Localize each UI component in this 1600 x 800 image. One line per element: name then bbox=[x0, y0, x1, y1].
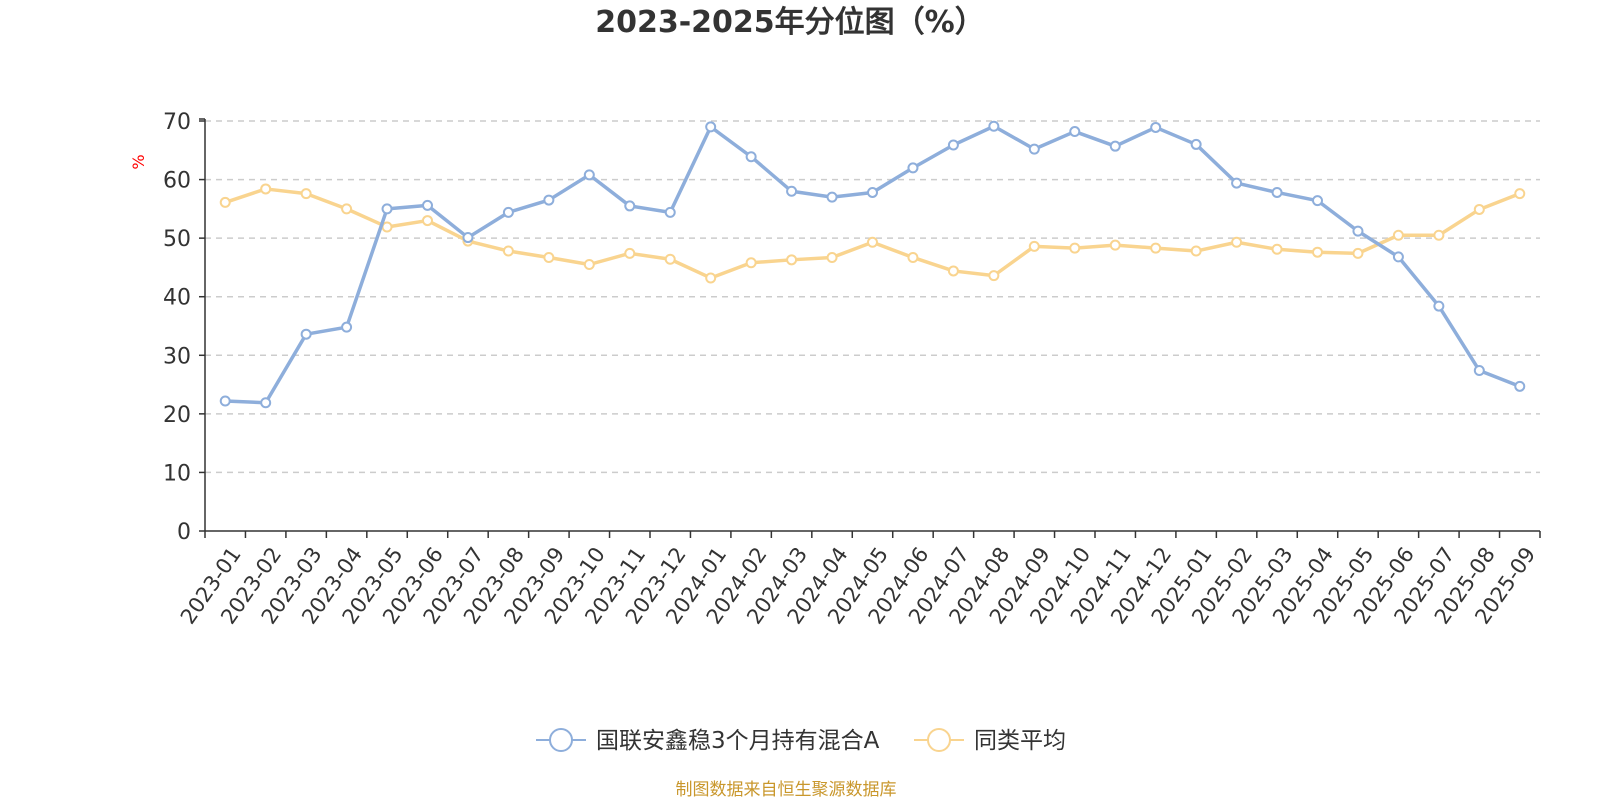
data-point[interactable] bbox=[786, 254, 798, 266]
data-point[interactable] bbox=[543, 194, 555, 206]
data-point[interactable] bbox=[867, 236, 878, 248]
data-point[interactable] bbox=[300, 188, 312, 200]
series-line bbox=[225, 124, 1521, 405]
data-point[interactable] bbox=[867, 186, 878, 198]
data-point[interactable] bbox=[583, 169, 595, 181]
data-point[interactable] bbox=[745, 151, 757, 163]
data-point[interactable] bbox=[1190, 245, 1202, 257]
legend-marker-icon bbox=[927, 728, 951, 752]
data-point[interactable] bbox=[341, 203, 353, 215]
data-point[interactable] bbox=[381, 221, 393, 233]
data-point[interactable] bbox=[1231, 236, 1243, 248]
y-tick-labels: 0 10 20 30 40 50 60 70 bbox=[163, 110, 191, 545]
data-point[interactable] bbox=[219, 395, 231, 407]
data-point[interactable] bbox=[907, 251, 919, 263]
legend-item-0[interactable]: 国联安鑫稳3个月持有混合A bbox=[536, 728, 880, 754]
data-point[interactable] bbox=[1473, 203, 1485, 215]
data-point[interactable] bbox=[1514, 380, 1526, 392]
data-point[interactable] bbox=[1392, 229, 1404, 241]
data-point[interactable] bbox=[219, 196, 231, 208]
data-point[interactable] bbox=[826, 191, 838, 203]
data-point[interactable] bbox=[260, 183, 272, 195]
data-point[interactable] bbox=[1433, 229, 1445, 241]
data-point[interactable] bbox=[624, 200, 636, 212]
data-point[interactable] bbox=[422, 199, 433, 211]
data-point[interactable] bbox=[341, 321, 353, 333]
data-point[interactable] bbox=[1433, 300, 1445, 312]
data-point[interactable] bbox=[1190, 138, 1202, 150]
y-tick-label: 20 bbox=[163, 403, 191, 428]
y-tick-label: 70 bbox=[163, 110, 191, 135]
data-point[interactable] bbox=[907, 162, 919, 174]
data-point[interactable] bbox=[988, 120, 1000, 132]
source-note: 制图数据来自恒生聚源数据库 bbox=[676, 780, 897, 800]
data-point[interactable] bbox=[300, 328, 312, 340]
data-point[interactable] bbox=[1312, 246, 1323, 258]
series-0 bbox=[219, 120, 1526, 409]
data-point[interactable] bbox=[664, 253, 676, 265]
data-point[interactable] bbox=[1150, 121, 1162, 133]
series-layer bbox=[219, 120, 1526, 409]
data-point[interactable] bbox=[1028, 240, 1040, 252]
data-point[interactable] bbox=[705, 121, 717, 133]
data-point[interactable] bbox=[624, 247, 636, 259]
grid-lines bbox=[205, 120, 1540, 474]
data-point[interactable] bbox=[1352, 247, 1364, 259]
data-point[interactable] bbox=[1231, 177, 1243, 189]
y-axis-unit: % bbox=[129, 154, 148, 169]
data-point[interactable] bbox=[1069, 242, 1081, 254]
data-point[interactable] bbox=[705, 272, 717, 284]
data-point[interactable] bbox=[543, 251, 555, 263]
data-point[interactable] bbox=[462, 232, 474, 244]
legend[interactable]: 国联安鑫稳3个月持有混合A 同类平均 bbox=[536, 728, 1066, 754]
data-point[interactable] bbox=[1271, 186, 1283, 198]
series-line bbox=[224, 187, 1521, 280]
y-tick-label: 10 bbox=[163, 461, 191, 486]
y-tick-label: 50 bbox=[163, 227, 191, 252]
data-point[interactable] bbox=[502, 245, 514, 257]
data-point[interactable] bbox=[947, 265, 959, 277]
data-point[interactable] bbox=[1109, 140, 1121, 152]
legend-marker-icon bbox=[549, 728, 573, 752]
data-point[interactable] bbox=[947, 139, 959, 151]
axes bbox=[199, 118, 1541, 538]
data-point[interactable] bbox=[1312, 195, 1323, 207]
data-point[interactable] bbox=[1150, 242, 1162, 254]
data-point[interactable] bbox=[988, 270, 1000, 282]
data-point[interactable] bbox=[422, 215, 433, 227]
legend-item-1[interactable]: 同类平均 bbox=[914, 728, 1066, 754]
data-point[interactable] bbox=[1352, 225, 1364, 237]
legend-label: 同类平均 bbox=[974, 728, 1066, 754]
data-point[interactable] bbox=[1392, 251, 1404, 263]
y-tick-label: 40 bbox=[163, 286, 191, 311]
legend-label: 国联安鑫稳3个月持有混合A bbox=[596, 728, 880, 754]
data-point[interactable] bbox=[826, 251, 838, 263]
data-point[interactable] bbox=[1473, 365, 1485, 377]
data-point[interactable] bbox=[1271, 243, 1283, 255]
data-point[interactable] bbox=[381, 203, 393, 215]
data-point[interactable] bbox=[786, 185, 798, 197]
data-point[interactable] bbox=[1069, 126, 1081, 138]
data-point[interactable] bbox=[1028, 143, 1040, 155]
y-tick-label: 30 bbox=[163, 344, 191, 369]
y-tick-label: 0 bbox=[177, 520, 191, 545]
data-point[interactable] bbox=[1514, 188, 1526, 200]
series-1 bbox=[219, 183, 1526, 284]
data-point[interactable] bbox=[260, 397, 272, 409]
x-tick-labels: 2023-012023-022023-032023-042023-052023-… bbox=[176, 543, 1541, 629]
chart-title: 2023-2025年分位图（%） bbox=[595, 5, 985, 40]
data-point[interactable] bbox=[502, 206, 514, 218]
data-point[interactable] bbox=[1109, 239, 1121, 251]
y-tick-label: 60 bbox=[163, 169, 191, 194]
data-point[interactable] bbox=[583, 259, 595, 270]
data-point[interactable] bbox=[745, 257, 757, 269]
data-point[interactable] bbox=[664, 206, 676, 218]
